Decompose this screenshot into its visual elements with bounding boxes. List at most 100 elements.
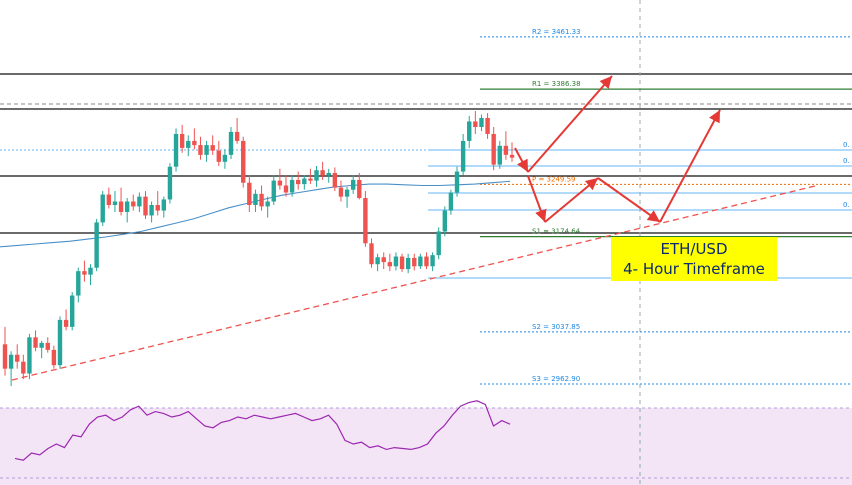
candle-body [137,196,142,207]
candle-body [173,133,179,167]
candle-body [393,256,399,267]
candle-body [454,171,460,193]
candle-body [106,194,112,205]
candle-body [45,342,50,350]
candle-body [302,178,307,185]
candle-body [460,140,466,172]
projection-arrow [527,175,547,223]
candle-body [265,201,270,207]
candle-body [241,140,246,183]
candle-body [216,150,221,162]
candle-body [320,170,325,176]
candle-body [424,256,429,267]
candle-body [253,193,258,205]
candle-body [412,257,417,267]
candle-body [485,117,490,134]
candle-body [283,185,289,193]
title-box: ETH/USD 4- Hour Timeframe [611,237,777,281]
candle-body [332,172,338,188]
candle-body [51,349,57,366]
candle-body [143,196,148,216]
candle-body [369,243,374,265]
candle-body [161,199,167,211]
candle-body [442,210,448,232]
candle-body [436,231,441,256]
candle-body [2,344,8,369]
candle-body [186,140,191,148]
candle-body [503,145,509,155]
candle-body [314,170,319,181]
candle-body [247,182,252,205]
candle-body [296,179,301,185]
candle-body [155,205,160,211]
candle-body [350,179,356,190]
candle-body [179,133,185,148]
projection-arrow [527,75,613,173]
candle-body [338,187,344,197]
candle-body [27,337,32,374]
candle-body [8,354,14,369]
rsi-background [0,408,852,485]
candlesticks [2,110,515,387]
rsi-panel [0,400,852,485]
ascending-trendline [11,185,816,381]
candle-body [76,271,81,296]
candle-body [289,179,295,193]
candle-body [308,178,313,181]
candle-body [228,131,234,155]
candle-body [271,180,276,202]
candle-body [479,117,484,127]
pivot-label-r2: R2 = 3461.33 [532,28,581,36]
candle-body [88,267,93,275]
candle-body [467,121,472,141]
candle-body [326,172,331,176]
pivot-label-r1: R1 = 3386.38 [532,80,581,88]
candle-body [204,145,209,155]
candle-body [63,319,69,327]
candle-body [491,133,496,165]
candle-body [149,205,154,216]
pivot-label-s3: S3 = 2962.90 [532,375,580,383]
candle-body [15,354,20,362]
pivot-levels: R2 = 3461.33 R1 = 3386.38 P = 3249.59 S1 = … [480,28,852,385]
candle-body [509,154,515,158]
candle-body [363,198,368,244]
fib-label: 0. [843,157,850,165]
candle-body [375,257,380,265]
candle-body [131,201,136,207]
candle-body [473,121,478,127]
candle-body [124,201,130,212]
candle-body [222,154,228,162]
candle-body [21,361,26,374]
candle-body [259,193,264,207]
fib-label: 0. [843,141,850,149]
candle-body [210,145,215,151]
candle-body [69,295,75,327]
candle-body [82,271,87,275]
candle-body [448,192,454,211]
projection-arrows [514,75,721,223]
trendline [11,185,816,381]
projection-arrow [659,109,721,223]
candle-body [234,131,240,141]
candle-body [357,179,362,199]
fib-label: 0. [843,201,850,209]
candle-body [430,255,435,267]
candle-body [192,140,197,146]
projection-arrow [544,177,599,223]
rsi-line [14,400,511,461]
pivot-label-s2: S2 = 3037.85 [532,323,580,331]
candle-body [381,257,386,263]
candle-body [33,337,38,348]
candle-body [405,257,411,270]
title-line-2: 4- Hour Timeframe [623,260,765,278]
candle-body [387,262,393,267]
pivot-label-p: P = 3249.59 [532,175,575,183]
candle-body [399,256,405,270]
candle-body [94,222,99,268]
candle-body [418,256,423,267]
candle-body [39,342,44,348]
title-line-1: ETH/USD [660,240,728,258]
